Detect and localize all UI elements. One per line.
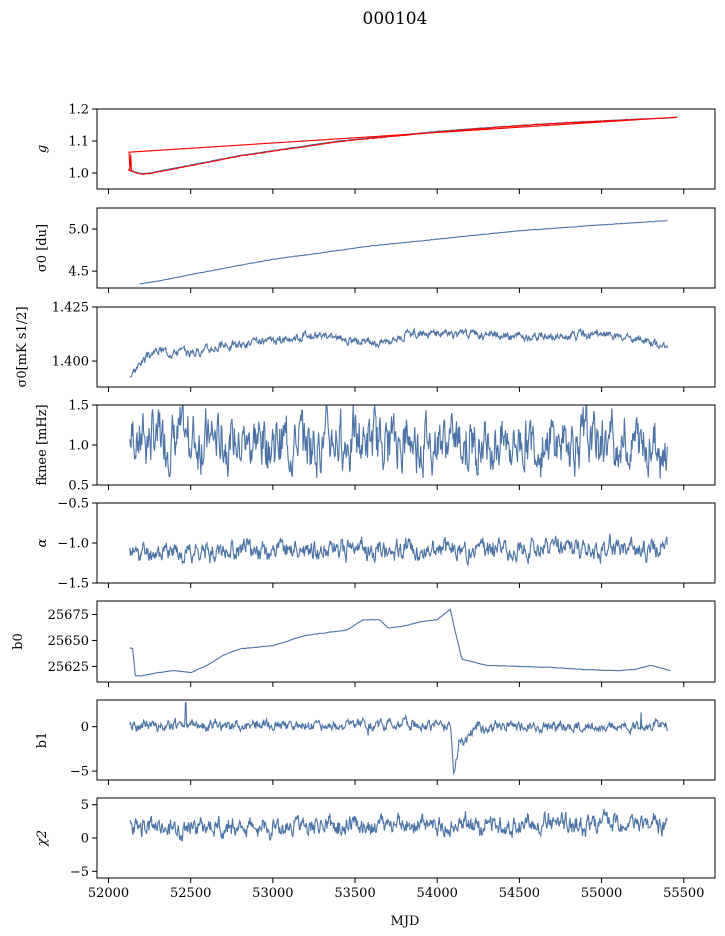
x-tick-label: 54500 [499, 886, 540, 901]
y-axis-label-chi2: χ2 [35, 830, 50, 847]
y-axis-label-fknee: fknee [mHz] [35, 404, 50, 485]
x-tick-label: 55500 [663, 886, 704, 901]
y-tick-label-fknee: 1.0 [68, 439, 89, 454]
y-tick-label-sigma0_du: 5.0 [68, 223, 89, 238]
x-tick-label: 52000 [88, 886, 129, 901]
y-tick-label-g: 1.0 [68, 167, 89, 182]
y-axis-label-g: g [35, 145, 50, 153]
panel-sigma0_mk: 1.400 1.425 σ0[mK s1/2] [15, 301, 716, 392]
panel-fknee: 0.5 1.0 1.5 fknee [mHz] [35, 399, 716, 494]
axes-frame-g [96, 108, 716, 190]
axes-frame-b0 [96, 600, 716, 683]
y-tick-label-sigma0_mk: 1.400 [52, 355, 89, 370]
panel-chi2: −5 0 5 52000 52500 53000 53500 54000 54500 55000 5… [35, 797, 716, 901]
y-tick-label-b0: 25625 [48, 660, 89, 675]
panels: 1.0 1.1 1.2 g 4.5 5.0 σ0 [du] 1.400 1.425 σ0[mK s… [11, 103, 716, 901]
series-line-alpha-0 [129, 533, 668, 567]
y-tick-label-chi2: 0 [81, 832, 89, 847]
series-line-g-0 [127, 116, 676, 175]
x-tick-label: 53500 [334, 886, 375, 901]
x-tick-label: 52500 [170, 886, 211, 901]
y-tick-label-chi2: −5 [70, 865, 89, 880]
y-axis-label-sigma0_mk: σ0[mK s1/2] [15, 306, 30, 387]
y-tick-label-alpha: −0.5 [57, 497, 89, 512]
series-line-fknee-0 [129, 405, 668, 479]
y-tick-label-fknee: 0.5 [68, 479, 89, 494]
y-tick-label-b0: 25650 [48, 634, 89, 649]
x-tick-label: 53000 [252, 886, 293, 901]
y-axis-label-sigma0_du: σ0 [du] [35, 224, 50, 272]
y-tick-label-g: 1.1 [68, 135, 89, 150]
x-tick-label: 54000 [417, 886, 458, 901]
panel-b1: −5 0 b1 [35, 699, 716, 785]
x-tick-label: 55000 [581, 886, 622, 901]
y-tick-label-sigma0_du: 4.5 [68, 265, 89, 280]
y-tick-label-chi2: 5 [81, 798, 89, 813]
y-tick-label-b0: 25675 [48, 608, 89, 623]
panel-sigma0_du: 4.5 5.0 σ0 [du] [35, 207, 716, 293]
figure-title: 000104 [363, 9, 428, 29]
y-tick-label-alpha: −1.0 [57, 537, 89, 552]
y-axis-label-b0: b0 [11, 633, 26, 650]
y-axis-label-b1: b1 [35, 732, 50, 749]
axes-frame-chi2 [96, 797, 716, 879]
series-line-g-1 [127, 116, 678, 175]
axes-frame-sigma0_du [96, 207, 716, 289]
y-tick-label-sigma0_mk: 1.425 [52, 301, 89, 316]
x-axis-label: MJD [391, 914, 420, 929]
y-tick-label-g: 1.2 [68, 103, 89, 118]
series-line-sigma0_du-0 [139, 219, 668, 285]
y-tick-label-fknee: 1.5 [68, 399, 89, 414]
series-line-b1-0 [129, 702, 668, 776]
panel-alpha: −1.5 −1.0 −0.5 α [35, 497, 716, 592]
y-axis-label-alpha: α [35, 538, 50, 547]
series-line-chi2-0 [129, 808, 668, 842]
y-tick-label-b1: 0 [81, 720, 89, 735]
y-tick-label-b1: −5 [70, 765, 89, 780]
y-tick-label-alpha: −1.5 [57, 577, 89, 592]
axes-frame-b1 [96, 699, 716, 781]
series-line-sigma0_mk-0 [129, 327, 668, 378]
series-line-b0-0 [129, 608, 671, 677]
panel-b0: 25625 25650 25675 b0 [11, 600, 716, 687]
axes-frame-sigma0_mk [96, 306, 716, 388]
panel-g: 1.0 1.1 1.2 g [35, 103, 716, 194]
